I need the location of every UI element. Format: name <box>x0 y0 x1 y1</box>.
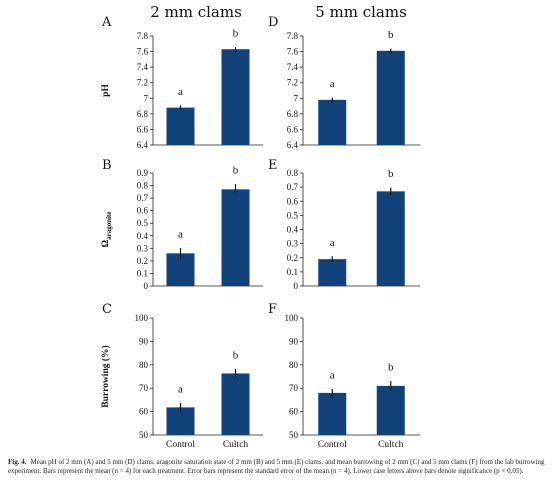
y-axis-label: Ωaragonite <box>101 212 113 248</box>
y-tick-label: 0.2 <box>287 253 298 263</box>
y-tick-label: 0.5 <box>137 218 149 228</box>
y-tick-label: 50 <box>289 430 299 440</box>
x-category-label: Cultch <box>378 440 404 450</box>
y-tick-label: 6.6 <box>287 124 299 134</box>
bar-cultch <box>376 50 405 145</box>
bar-cultch <box>221 49 250 145</box>
bar-cultch <box>376 191 405 286</box>
significance-letter: b <box>388 362 394 374</box>
y-tick-label: 70 <box>139 383 149 393</box>
panel-f: F 50 60 70 80 90 100 a Control b Cultch <box>268 302 420 450</box>
figure: 2 mm clams 5 mm clams A 6.4 6.6 6.8 7 7.2 7.4 7… <box>100 3 420 450</box>
y-tick-label: 70 <box>289 383 299 393</box>
y-tick-label: 0.8 <box>137 181 149 191</box>
y-tick-label: 90 <box>139 336 149 346</box>
y-tick-label: 0.1 <box>137 268 148 278</box>
caption-label: Fig. 4. <box>8 458 27 466</box>
chart-panels: A 6.4 6.6 6.8 7 7.2 7.4 7.6 7.8 pH a b D 6.4 6.6 6.8 7 7.… <box>100 15 420 450</box>
y-tick-label: 80 <box>289 360 299 370</box>
column-title-2mm: 2 mm clams <box>150 3 242 21</box>
panel-letter: C <box>102 302 112 317</box>
panel-d: D 6.4 6.6 6.8 7 7.2 7.4 7.6 7.8 a b <box>268 15 420 150</box>
panel-letter: D <box>268 15 278 30</box>
y-tick-label: 0.6 <box>137 206 149 216</box>
y-tick-label: 0.7 <box>137 193 149 203</box>
y-tick-label: 60 <box>139 407 149 417</box>
y-axis-label-subscript: aragonite <box>105 212 113 240</box>
y-tick-label: 0.2 <box>137 256 148 266</box>
panel-c: C 50 60 70 80 90 100 Burrowing (%) a Control b Cult… <box>100 302 263 450</box>
y-tick-label: 90 <box>289 336 299 346</box>
y-tick-label: 0.5 <box>287 210 299 220</box>
x-category-label: Control <box>318 440 347 450</box>
y-tick-label: 7 <box>294 93 299 103</box>
panel-a: A 6.4 6.6 6.8 7 7.2 7.4 7.6 7.8 pH a b <box>101 15 263 150</box>
y-tick-label: 6.8 <box>137 109 149 119</box>
y-tick-label: 6.6 <box>137 124 149 134</box>
y-tick-label: 0.4 <box>287 225 299 235</box>
panel-letter: B <box>102 158 112 173</box>
significance-letter: b <box>233 165 239 177</box>
caption-text: Mean pH of 2 mm (A) and 5 mm (D) clams, … <box>8 458 545 476</box>
y-tick-label: 7.4 <box>137 62 149 72</box>
bar-control <box>318 259 347 286</box>
y-axis-label: Burrowing (%) <box>100 345 111 407</box>
y-tick-label: 7 <box>144 93 149 103</box>
y-tick-label: 6.4 <box>287 140 299 150</box>
x-category-label: Control <box>166 440 195 450</box>
y-tick-label: 7.6 <box>287 47 299 57</box>
panel-letter: F <box>268 302 277 317</box>
column-title-5mm: 5 mm clams <box>315 3 407 21</box>
significance-letter: b <box>388 29 394 41</box>
significance-letter: a <box>330 237 335 249</box>
y-axis-label: pH <box>101 84 111 97</box>
significance-letter: b <box>388 168 394 180</box>
bar-control <box>318 392 347 435</box>
figure-caption: Fig. 4. Mean pH of 2 mm (A) and 5 mm (D) … <box>8 458 546 477</box>
y-tick-label: 0.9 <box>137 168 149 178</box>
y-tick-label: 6.4 <box>137 140 149 150</box>
y-tick-label: 100 <box>135 313 149 323</box>
y-tick-label: 7.8 <box>137 31 149 41</box>
y-tick-label: 6.8 <box>287 109 299 119</box>
bar-control <box>166 253 195 286</box>
x-category-label: Cultch <box>223 440 249 450</box>
y-tick-label: 0 <box>294 281 299 291</box>
y-tick-label: 60 <box>289 407 299 417</box>
y-tick-label: 7.2 <box>137 78 148 88</box>
y-tick-label: 80 <box>139 360 149 370</box>
y-tick-label: 0.8 <box>287 168 299 178</box>
significance-letter: a <box>330 370 335 382</box>
y-tick-label: 0.6 <box>287 196 299 206</box>
y-tick-label: 100 <box>285 313 299 323</box>
y-tick-label: 7.8 <box>287 31 299 41</box>
y-tick-label: 0.7 <box>287 182 299 192</box>
y-tick-label: 0.3 <box>137 243 149 253</box>
y-tick-label: 7.6 <box>137 47 149 57</box>
bar-control <box>166 107 195 145</box>
y-tick-label: 7.2 <box>287 78 298 88</box>
y-tick-label: 0.3 <box>287 239 299 249</box>
y-tick-label: 0.1 <box>287 267 298 277</box>
panel-letter: E <box>268 158 278 173</box>
significance-letter: a <box>178 86 183 98</box>
bar-cultch <box>221 373 250 435</box>
significance-letter: a <box>178 383 183 395</box>
significance-letter: b <box>233 349 239 361</box>
significance-letter: b <box>233 27 239 39</box>
bar-cultch <box>376 385 405 435</box>
bar-control <box>166 407 195 435</box>
panel-letter: A <box>101 15 112 30</box>
bar-cultch <box>221 189 250 286</box>
bar-control <box>318 99 347 145</box>
y-tick-label: 7.4 <box>287 62 299 72</box>
y-tick-label: 50 <box>139 430 149 440</box>
significance-letter: a <box>330 78 335 90</box>
y-tick-label: 0 <box>144 281 149 291</box>
panel-e: E 0 0.1 0.2 0.3 0.4 0.5 0.6 0.7 0.8 a b <box>268 158 420 291</box>
y-tick-label: 0.4 <box>137 231 149 241</box>
significance-letter: a <box>178 229 183 241</box>
